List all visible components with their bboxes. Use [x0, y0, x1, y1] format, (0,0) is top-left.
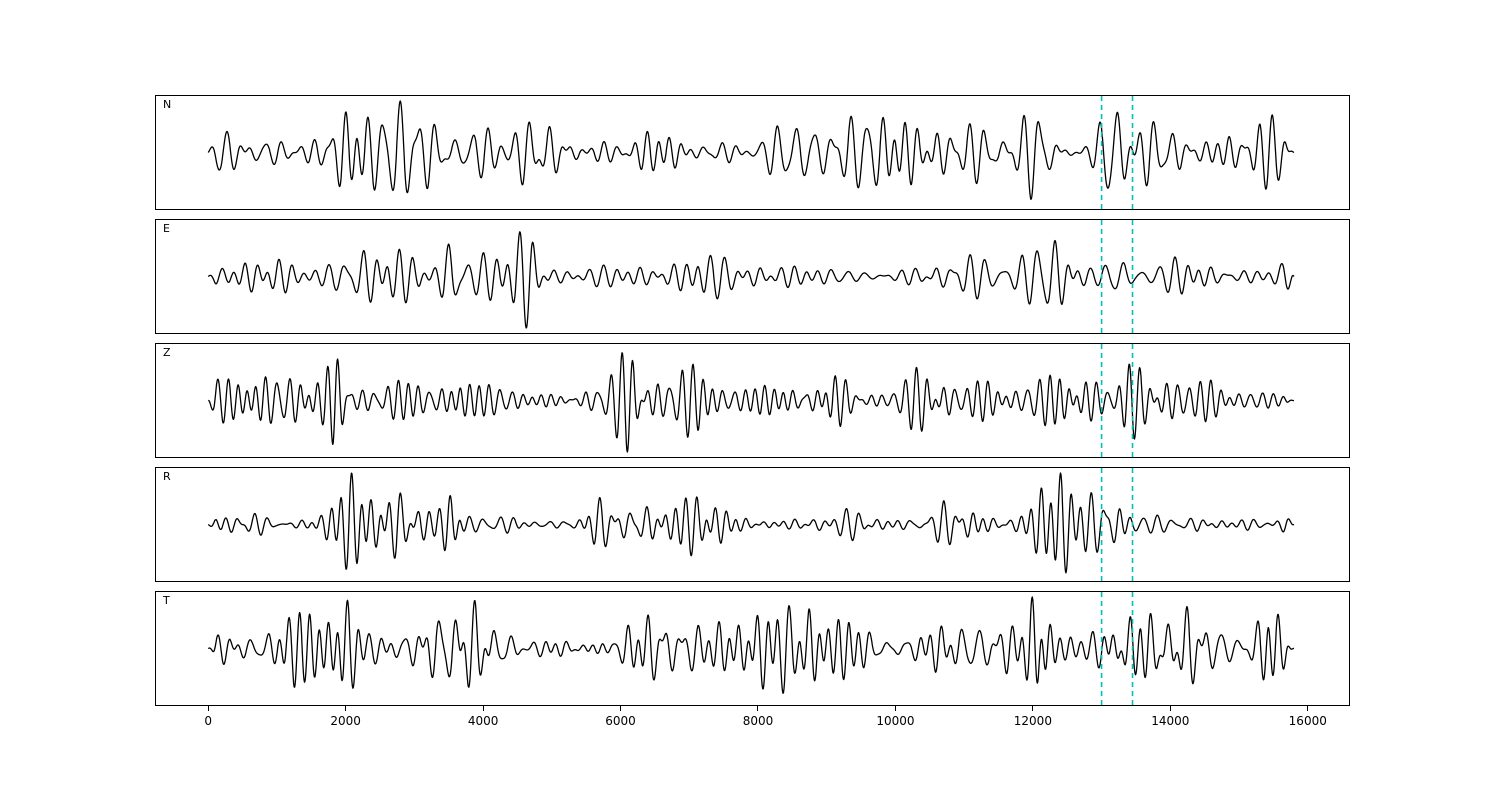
x-tick	[345, 706, 347, 711]
x-tick	[1169, 706, 1171, 711]
panel-label-Z: Z	[163, 346, 171, 359]
x-tick-label: 14000	[1151, 714, 1190, 728]
x-tick	[1307, 706, 1309, 711]
x-tick-label: 4000	[467, 714, 499, 728]
seismic-trace	[207, 472, 1295, 574]
panel-label-E: E	[163, 222, 170, 235]
waveform-Z	[208, 344, 1295, 457]
panel-label-R: R	[163, 470, 171, 483]
trace-panel-N: N	[155, 95, 1350, 210]
x-tick	[482, 706, 484, 711]
waveform-E	[207, 220, 1295, 333]
x-tick-label: 0	[204, 714, 213, 728]
x-tick-label: 10000	[876, 714, 915, 728]
waveform-T	[207, 592, 1295, 705]
waveform-R	[207, 468, 1295, 581]
trace-panel-Z: Z	[155, 343, 1350, 458]
seismic-trace	[207, 231, 1295, 329]
x-tick-label: 8000	[742, 714, 774, 728]
x-tick	[620, 706, 622, 711]
seismic-trace	[208, 352, 1295, 453]
panel-label-T: T	[163, 594, 170, 607]
seismic-trace	[207, 596, 1295, 694]
trace-panel-R: R	[155, 467, 1350, 582]
x-tick-label: 2000	[330, 714, 361, 728]
x-tick	[1032, 706, 1034, 711]
x-tick	[207, 706, 209, 711]
x-tick-label: 6000	[605, 714, 636, 728]
trace-panel-T: T	[155, 591, 1350, 706]
panel-label-N: N	[163, 98, 172, 111]
trace-panel-E: E	[155, 219, 1350, 334]
waveform-N	[207, 96, 1295, 209]
x-tick	[757, 706, 759, 711]
x-tick-label: 12000	[1013, 714, 1052, 728]
seismic-trace	[207, 100, 1295, 200]
x-tick-label: 16000	[1288, 714, 1327, 728]
x-tick	[894, 706, 896, 711]
